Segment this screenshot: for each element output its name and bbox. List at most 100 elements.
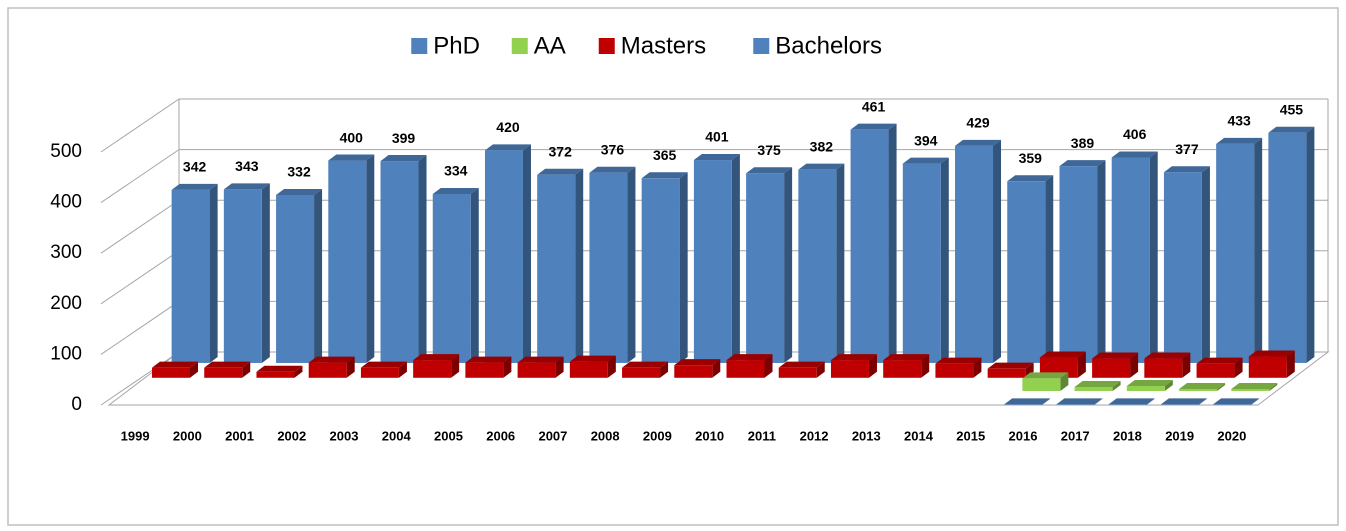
bar-side xyxy=(190,361,199,378)
bar-top xyxy=(380,155,427,162)
bar-front xyxy=(152,367,191,378)
bar-top xyxy=(987,362,1034,369)
bar-side xyxy=(973,357,982,378)
bar-front xyxy=(1022,378,1061,392)
value-label: 334 xyxy=(444,163,468,179)
bar-top xyxy=(1213,398,1260,405)
value-label: 375 xyxy=(757,142,781,158)
bar-top xyxy=(276,188,323,195)
bar-front xyxy=(778,367,817,378)
bar-front xyxy=(569,361,608,378)
bar xyxy=(902,157,949,363)
bar-front xyxy=(850,129,889,363)
bar-front xyxy=(693,160,732,363)
bar-side xyxy=(294,365,303,378)
bar-side xyxy=(836,163,845,363)
y-tick-label: 100 xyxy=(50,343,82,364)
value-label: 433 xyxy=(1227,113,1251,129)
y-tick-label: 200 xyxy=(50,293,82,314)
x-tick-label: 2009 xyxy=(643,428,672,443)
bar-side xyxy=(1130,352,1139,378)
value-label: 429 xyxy=(966,115,990,131)
bar xyxy=(1213,398,1260,405)
legend-label: PhD xyxy=(433,32,480,59)
bar-side xyxy=(1306,126,1315,363)
legend-label: Bachelors xyxy=(775,32,882,59)
bar-side xyxy=(921,354,930,378)
bar-top xyxy=(223,183,270,190)
bar-top xyxy=(1059,160,1106,167)
bar-front xyxy=(726,360,765,378)
bar xyxy=(589,166,636,363)
bar-front xyxy=(1213,404,1252,405)
bar xyxy=(484,144,531,363)
bar-front xyxy=(484,150,523,363)
bar-front xyxy=(1007,181,1046,363)
x-tick-label: 2002 xyxy=(277,428,306,443)
bar-side xyxy=(470,187,479,363)
bar-side xyxy=(346,356,355,378)
value-label: 389 xyxy=(1071,135,1095,151)
x-tick-label: 2018 xyxy=(1113,428,1142,443)
bar-front xyxy=(413,360,452,378)
bar-top xyxy=(1248,350,1295,357)
bar-side xyxy=(679,172,688,363)
bar-side xyxy=(1060,372,1069,392)
bar-side xyxy=(209,183,218,363)
bar-front xyxy=(1126,385,1165,392)
bar-front xyxy=(465,362,504,378)
bar-side xyxy=(731,154,740,363)
bar-side xyxy=(242,361,251,378)
bar xyxy=(517,356,564,378)
bar-front xyxy=(328,160,367,363)
bar-front xyxy=(380,161,419,363)
bar xyxy=(1248,350,1295,378)
bar-front xyxy=(432,193,471,363)
bar-side xyxy=(451,354,460,378)
value-label: 382 xyxy=(810,138,834,154)
x-tick-label: 2008 xyxy=(591,428,620,443)
bar-front xyxy=(1231,389,1270,392)
x-tick-label: 2010 xyxy=(695,428,724,443)
value-label: 332 xyxy=(287,164,311,180)
value-label: 399 xyxy=(392,130,416,146)
bar-front xyxy=(223,189,262,363)
bar-side xyxy=(555,356,564,378)
bar-front xyxy=(674,365,713,378)
bar-side xyxy=(1077,351,1086,378)
x-tick-label: 2000 xyxy=(173,428,202,443)
bar-top xyxy=(1056,398,1103,405)
bar xyxy=(569,355,616,378)
grid-line xyxy=(100,149,1328,204)
bar-side xyxy=(1201,166,1210,363)
bar xyxy=(360,361,407,378)
bar-top xyxy=(1022,372,1069,379)
bar-side xyxy=(1286,350,1295,378)
bar xyxy=(1092,352,1139,378)
bar-side xyxy=(261,183,270,363)
bar-top xyxy=(1111,151,1158,158)
bar-top xyxy=(1231,383,1278,390)
legend-label: AA xyxy=(534,32,566,59)
value-label: 400 xyxy=(340,129,364,145)
bar-front xyxy=(1160,404,1199,405)
bar xyxy=(622,361,669,378)
value-label: 377 xyxy=(1175,141,1199,157)
legend-swatch xyxy=(598,38,615,54)
bar-front xyxy=(171,189,210,363)
bar-top xyxy=(432,187,479,194)
bar-top xyxy=(693,154,740,161)
bar-front xyxy=(1108,404,1147,405)
value-label: 401 xyxy=(705,129,729,145)
legend-label: Masters xyxy=(621,32,706,59)
bar-top xyxy=(1126,379,1173,386)
bar-top xyxy=(152,361,199,368)
bar xyxy=(256,365,303,378)
bar-front xyxy=(1092,358,1131,378)
bar-side xyxy=(784,167,793,363)
bar xyxy=(1231,383,1278,392)
bar-top xyxy=(537,168,584,175)
bar xyxy=(308,356,355,378)
bar-side xyxy=(764,354,773,378)
bar-side xyxy=(993,139,1002,363)
